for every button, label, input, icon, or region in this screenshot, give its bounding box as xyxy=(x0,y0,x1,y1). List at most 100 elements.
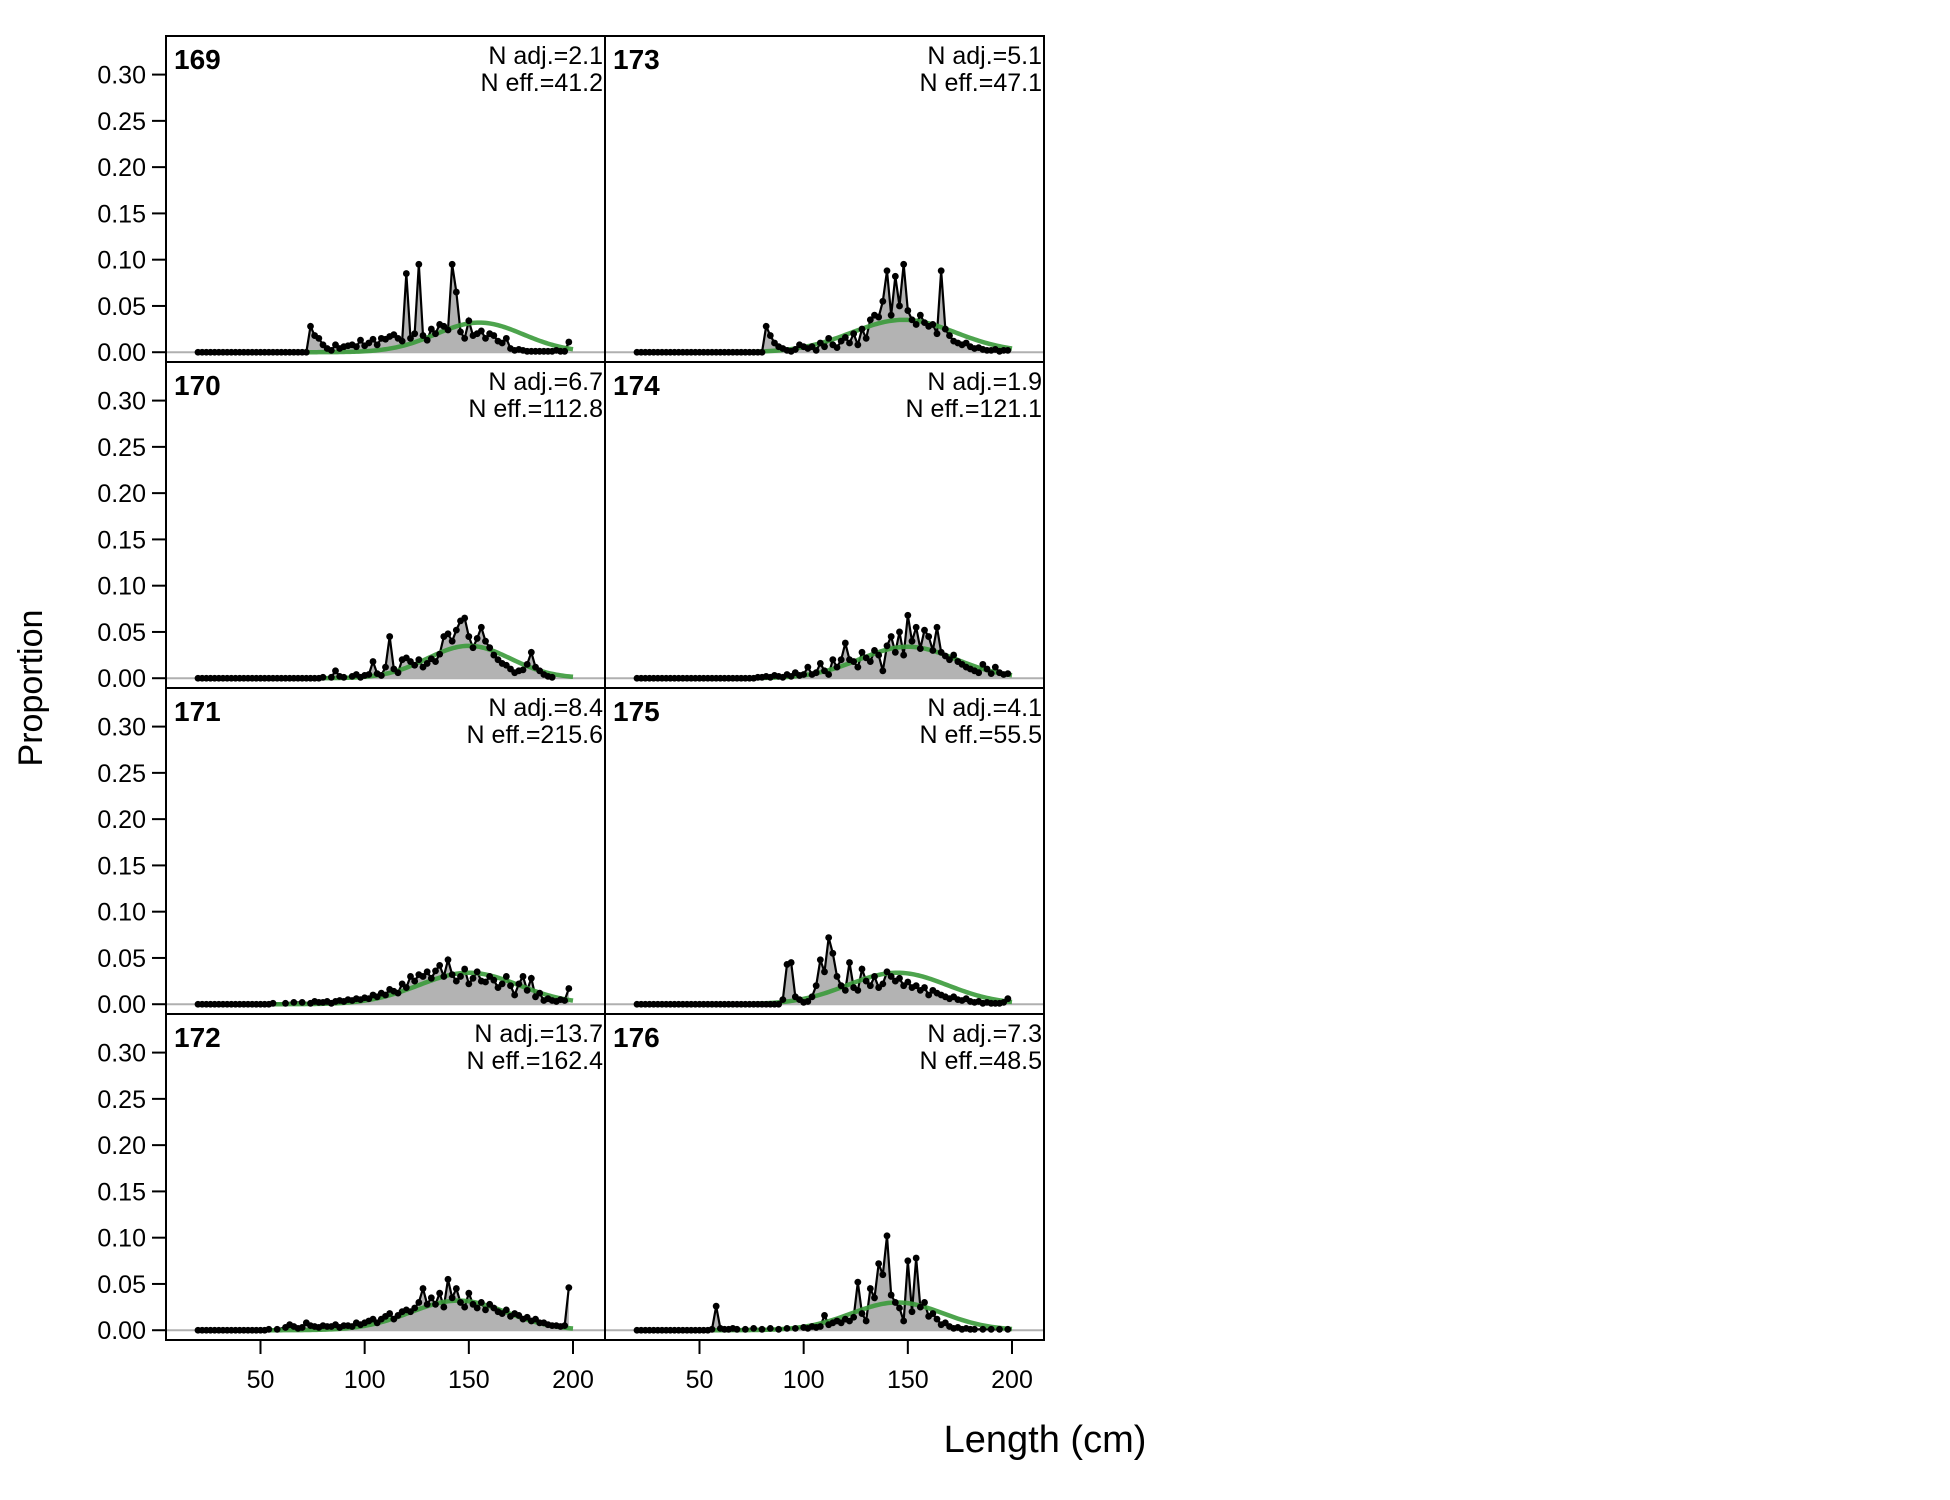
observed-point xyxy=(871,973,878,980)
observed-point xyxy=(887,1291,895,1299)
observed-point xyxy=(712,1302,720,1310)
observed-point xyxy=(825,671,833,678)
observed-point xyxy=(382,663,389,671)
observed-point xyxy=(816,1323,824,1330)
observed-point xyxy=(1004,995,1012,1003)
y-tick-label: 0.20 xyxy=(97,154,146,182)
y-tick-label: 0.30 xyxy=(97,1040,146,1068)
x-tick-label: 100 xyxy=(344,1366,386,1394)
observed-point xyxy=(461,965,469,973)
observed-point xyxy=(315,334,323,342)
observed-point xyxy=(850,1313,858,1321)
observed-point xyxy=(991,663,999,671)
x-tick-label: 50 xyxy=(247,1366,275,1394)
observed-point xyxy=(875,1260,883,1267)
observed-point xyxy=(987,1325,995,1333)
observed-point xyxy=(265,1325,273,1333)
panel-label: 175 xyxy=(613,696,660,727)
y-tick-label: 0.05 xyxy=(97,619,146,647)
observed-point xyxy=(369,335,377,343)
observed-point xyxy=(887,633,895,640)
observed-point xyxy=(979,1325,987,1333)
panel-plot-area xyxy=(605,1232,1044,1334)
observed-point xyxy=(432,658,439,665)
observed-point xyxy=(269,999,277,1007)
observed-point xyxy=(887,311,895,319)
observed-point xyxy=(833,344,841,351)
observed-point xyxy=(457,328,464,336)
y-tick-label: 0.15 xyxy=(97,1178,146,1206)
n-adj-text: N adj.=2.1 xyxy=(488,42,603,70)
observed-point xyxy=(473,1304,481,1312)
n-eff-text: N eff.=55.5 xyxy=(919,721,1042,749)
observed-point xyxy=(423,660,431,667)
observed-point xyxy=(427,974,435,982)
observed-point xyxy=(821,1312,828,1319)
observed-point xyxy=(415,1299,423,1306)
n-adj-text: N adj.=13.7 xyxy=(474,1020,603,1048)
n-eff-text: N eff.=112.8 xyxy=(468,395,603,423)
observed-point xyxy=(340,673,348,681)
observed-point xyxy=(946,332,953,339)
observed-point xyxy=(829,656,837,664)
observed-point xyxy=(762,322,770,330)
observed-point xyxy=(812,346,820,354)
observed-point xyxy=(490,332,498,339)
panel-label: 170 xyxy=(174,370,221,401)
y-tick-label: 0.25 xyxy=(97,108,146,136)
observed-point xyxy=(477,623,485,631)
observed-point xyxy=(833,663,841,671)
observed-point xyxy=(473,968,481,976)
observed-point xyxy=(307,322,314,330)
panel-171: 171 N adj.=8.4N eff.=215.6 0.00 0.05 0.10 0.1… xyxy=(97,687,606,1019)
observed-point xyxy=(436,650,444,658)
observed-point xyxy=(469,644,477,652)
observed-point xyxy=(925,991,933,999)
panel-grid: 169 N adj.=2.1N eff.=41.2 0.00 0.05 0.10 0.15… xyxy=(97,35,1045,1394)
y-tick-label: 0.30 xyxy=(97,714,146,742)
n-adj-text: N adj.=8.4 xyxy=(488,694,603,722)
observed-point xyxy=(871,647,878,654)
observed-point xyxy=(386,1310,394,1317)
observed-point xyxy=(498,980,506,988)
n-adj-text: N adj.=5.1 xyxy=(927,42,1042,70)
observed-point xyxy=(804,998,812,1005)
observed-point xyxy=(386,633,394,640)
panel-plot-area xyxy=(166,614,605,682)
observed-point xyxy=(298,1324,306,1331)
observed-point xyxy=(407,334,414,342)
observed-point xyxy=(444,630,452,638)
observed-point xyxy=(825,934,833,941)
y-tick-label: 0.00 xyxy=(97,665,146,693)
observed-point xyxy=(879,980,887,988)
observed-point xyxy=(854,663,862,671)
observed-point xyxy=(1004,1325,1012,1333)
observed-point xyxy=(432,1300,439,1308)
panel-175: 175 N adj.=4.1N eff.=55.5 xyxy=(604,687,1045,1015)
observed-point xyxy=(862,977,870,985)
observed-point xyxy=(357,336,364,344)
observed-point xyxy=(896,1304,903,1312)
y-tick-label: 0.30 xyxy=(97,62,146,90)
observed-point xyxy=(708,1325,716,1333)
observed-point xyxy=(921,984,928,991)
observed-point xyxy=(507,982,514,990)
n-adj-text: N adj.=1.9 xyxy=(927,368,1042,396)
y-tick-label: 0.25 xyxy=(97,1086,146,1114)
observed-point xyxy=(891,648,899,656)
n-eff-text: N eff.=41.2 xyxy=(480,69,603,97)
observed-point xyxy=(282,999,289,1007)
observed-point xyxy=(465,633,473,640)
panel-plot-area xyxy=(166,955,605,1008)
observed-point xyxy=(996,1325,1003,1333)
observed-point xyxy=(916,1303,924,1311)
observed-point xyxy=(565,338,573,346)
panel-plot-area xyxy=(605,934,1044,1008)
observed-point xyxy=(846,339,853,347)
observed-point xyxy=(808,993,816,1001)
observed-point xyxy=(423,336,431,344)
observed-point xyxy=(452,626,460,634)
observed-point xyxy=(883,968,891,976)
observed-point xyxy=(787,959,795,966)
observed-point xyxy=(858,325,866,333)
